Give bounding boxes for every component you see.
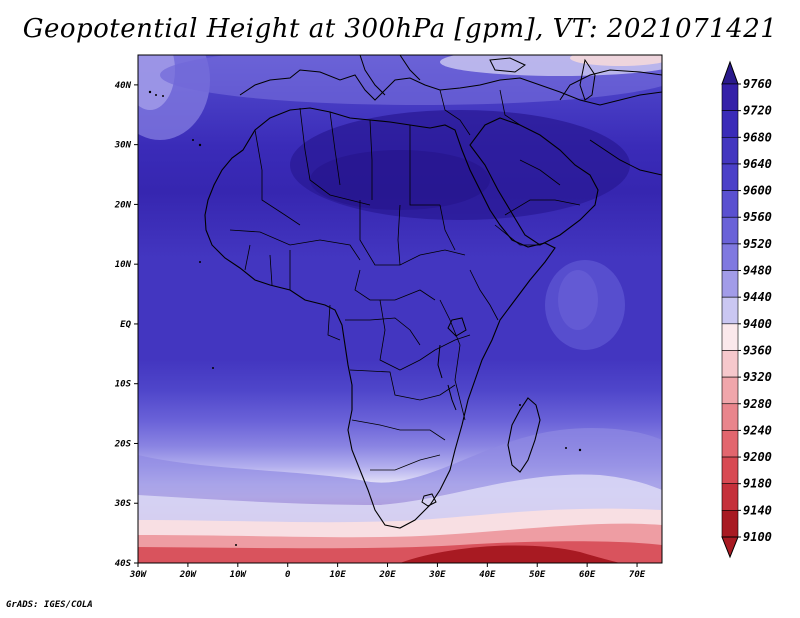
colorbar-label: 9480 — [743, 264, 772, 278]
lat-tick-label: 40S — [115, 559, 132, 569]
europe-coastline — [239, 69, 662, 106]
colorbar-label: 9320 — [743, 370, 772, 384]
colorbar-label: 9100 — [743, 530, 772, 544]
lat-tick-label: 20S — [114, 439, 132, 449]
lon-tick-label: 50E — [529, 570, 546, 580]
colorbar-label: 9400 — [743, 317, 772, 331]
islands — [148, 90, 582, 546]
lat-tick-label: 10S — [115, 380, 132, 390]
colorbar-segment — [721, 110, 739, 138]
lon-tick-label: 30E — [428, 570, 446, 580]
country-borders — [229, 89, 581, 471]
lon-tick-label: 20E — [378, 570, 396, 580]
colorbar-top-arrow — [721, 60, 739, 85]
colorbar-segment — [721, 430, 739, 458]
lon-tick-label: 20W — [179, 570, 198, 580]
colorbar-segment — [721, 83, 739, 111]
lon-tick-label: 0 — [285, 570, 291, 580]
lon-tick-label: 70E — [629, 570, 646, 580]
colorbar-label: 9600 — [743, 184, 772, 198]
colorbar-segment — [721, 296, 739, 325]
lat-tick-label: 20N — [114, 200, 132, 210]
colorbar-label: 9180 — [743, 477, 772, 491]
colorbar-segment — [721, 510, 739, 538]
colorbar-label: 9520 — [743, 237, 772, 251]
lon-tick-label: 10W — [230, 570, 248, 580]
colorbar-bottom-arrow — [721, 536, 739, 559]
colorbar-segment — [721, 350, 739, 378]
colorbar-segment — [721, 376, 739, 405]
colorbar-label: 9240 — [743, 423, 772, 437]
colorbar-label: 9280 — [743, 397, 772, 411]
colorbar-segment — [721, 323, 739, 351]
colorbar-label: 9140 — [743, 503, 772, 517]
colorbar-segment — [721, 163, 739, 191]
colorbar-segment — [721, 483, 739, 511]
colorbar: 9760 9720 9680 9640 9600 9560 9520 9480 9440 9400… — [721, 60, 772, 559]
colorbar-segment — [721, 136, 739, 165]
lat-tick-label: 30S — [114, 499, 132, 509]
lat-tick-label: EQ — [120, 320, 131, 330]
colorbar-label: 9680 — [743, 130, 772, 144]
lon-tick-label: 60E — [579, 570, 596, 580]
colorbar-label: 9760 — [743, 77, 772, 91]
colorbar-segment — [721, 270, 739, 298]
colorbar-label: 9720 — [743, 104, 772, 118]
latitude-axis: 40N 30N 20N 10N EQ 10S 20S 30S 40S — [114, 81, 138, 569]
lat-tick-label: 10N — [115, 260, 132, 270]
colorbar-label: 9440 — [743, 290, 772, 304]
africa-coastline — [204, 107, 556, 529]
lake-victoria — [447, 317, 467, 337]
grads-credit: GrADS: IGES/COLA — [6, 600, 93, 610]
colorbar-segment — [721, 243, 739, 271]
colorbar-label: 9360 — [743, 343, 772, 357]
lon-tick-label: 10E — [329, 570, 346, 580]
chart-title: Geopotential Height at 300hPa [gpm], VT:… — [22, 14, 778, 44]
colorbar-label: 9640 — [743, 157, 772, 171]
colorbar-segment — [721, 190, 739, 218]
lon-tick-label: 40E — [479, 570, 496, 580]
arabia-coastline — [469, 117, 599, 246]
colorbar-segment — [721, 403, 739, 431]
colorbar-segment — [721, 456, 739, 485]
colorbar-segment — [721, 216, 739, 245]
madagascar — [507, 397, 541, 473]
lat-tick-label: 40N — [115, 81, 132, 91]
lesotho — [421, 493, 437, 507]
colorbar-label: 9560 — [743, 210, 772, 224]
lat-tick-label: 30N — [114, 141, 132, 151]
plot-frame — [137, 54, 663, 564]
lon-tick-label: 30W — [129, 570, 148, 580]
longitude-axis: 30W 20W 10W 0 10E 20E 30E 40E 50E 60E 70E — [129, 563, 646, 580]
colorbar-label: 9200 — [743, 450, 772, 464]
